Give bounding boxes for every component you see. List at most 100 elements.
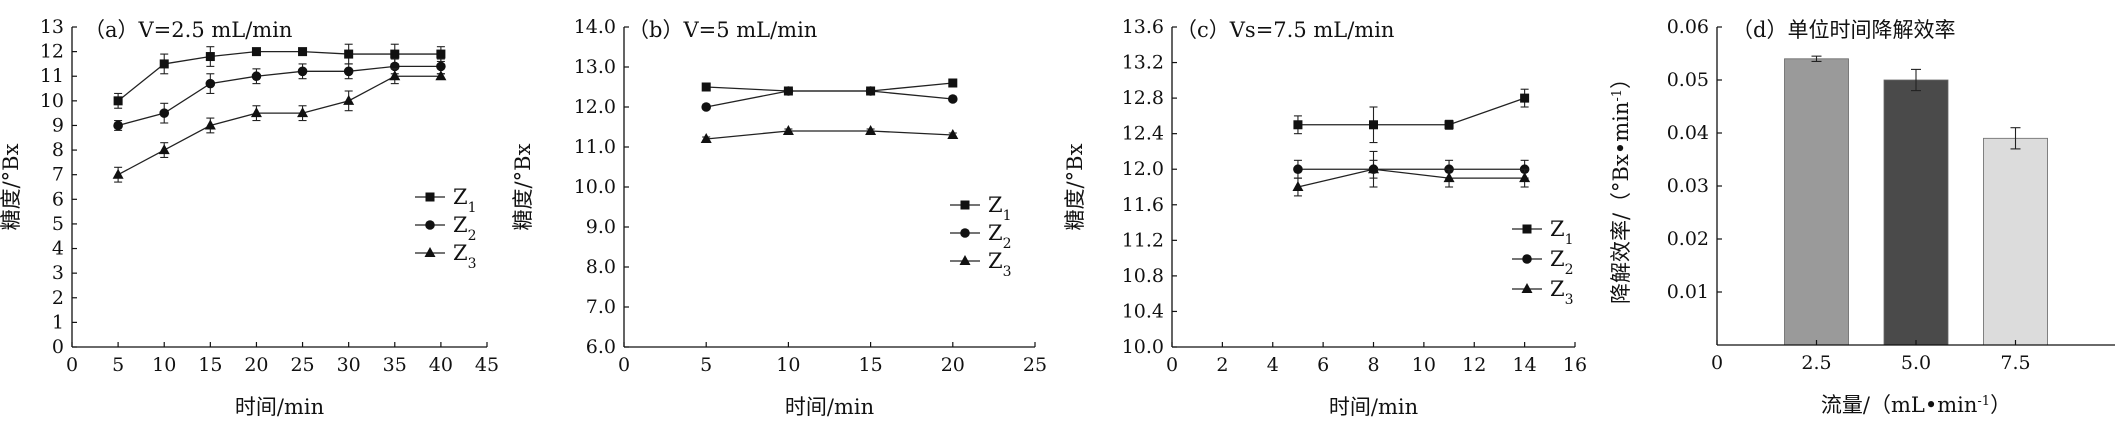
panel-b-y-tick-label: 7.0	[586, 296, 616, 318]
panel-c-series-z3-point	[1443, 172, 1455, 183]
panel-a-y-tick-label: 6	[52, 188, 64, 210]
panel-c-series-z1-point	[1369, 120, 1378, 130]
panel-b-series-z3-point	[865, 125, 877, 135]
panel-c-series-z1-line	[1297, 97, 1525, 126]
panel-a-series-z3-point	[250, 107, 262, 118]
panel-b-series-z2-point	[783, 86, 794, 96]
panel-a-y-tick-label: 0	[52, 336, 64, 358]
panel-c-x-tick-label: 10	[1412, 354, 1436, 376]
panel-c-y-label: 糖度/°Bx	[1063, 143, 1087, 230]
panel-a-series-z3-point	[112, 168, 124, 179]
panel-b-series-z3-point	[700, 133, 712, 143]
panel-d-bar-7.5	[1983, 137, 2048, 346]
panel-a-y-tick-label: 3	[52, 262, 64, 284]
panel-a-series-z1-point	[298, 47, 308, 57]
panel-c-title: （c）Vs=7.5 mL/min	[1176, 18, 1394, 42]
panel-c-legend-label: Z2	[1550, 247, 1574, 278]
panel-c-legend-marker	[1522, 254, 1532, 264]
panel-b-title: （b）V=5 mL/min	[628, 18, 817, 42]
panel-d-y-tick-label: 0.01	[1667, 281, 1709, 303]
panel-c-x-label: 时间/min	[1329, 395, 1418, 419]
panel-a-series-z2-point	[343, 66, 354, 77]
panel-b-series-z1-line	[706, 82, 953, 92]
panel-a-series-z1-line	[117, 50, 441, 102]
panel-c-series-z3-point	[1368, 163, 1379, 174]
panel-a-x-tick-label: 20	[244, 354, 268, 376]
panel-c-legend-label: Z1	[1550, 217, 1574, 248]
panel-a-x-tick-label: 0	[66, 354, 78, 376]
panel-a-x-label: 时间/min	[235, 395, 324, 419]
panel-a-series-z1-point	[159, 59, 169, 69]
panel-a-series-z1-point	[113, 96, 123, 106]
panel-d-y-tick-label: 0.02	[1667, 228, 1709, 250]
panel-c-y-tick-label: 13.2	[1122, 52, 1164, 74]
panel-b-x-tick-label: 0	[618, 354, 630, 376]
panel-b-y-tick-label: 8.0	[586, 256, 616, 278]
panel-a-series-z1-point	[251, 47, 261, 57]
panel-d-bar-5.0	[1883, 79, 1949, 346]
panel-a-series-z2-point	[113, 120, 123, 131]
panel-b-legend-label: Z1	[988, 193, 1012, 224]
panel-b-x-tick-label: 25	[1023, 354, 1047, 376]
panel-a-x-tick-label: 5	[112, 354, 124, 376]
panel-c-y-tick-label: 11.6	[1122, 194, 1164, 216]
panel-b-y-tick-label: 11.0	[574, 136, 616, 158]
panel-c-legend-label: Z3	[1550, 277, 1574, 308]
chart-panel-d: 0.01 0.02 0.03 0.04 0.05 0.06 0 2.5 5.0 7.5 （d）单位时…	[1609, 16, 2115, 417]
panel-a-series-z3-line	[117, 75, 441, 176]
panel-d-y-tick-label: 0.04	[1667, 122, 1709, 144]
panel-b-legend-label: Z3	[988, 249, 1012, 280]
panel-c-series-z2-point	[1293, 164, 1303, 175]
panel-b-legend-marker	[959, 255, 971, 265]
panel-a-y-tick-label: 12	[40, 41, 64, 63]
panel-a-series-z2-point	[159, 108, 170, 118]
panel-a-legend-label: Z2	[453, 213, 477, 244]
panel-b-y-tick-label: 12.0	[574, 96, 616, 118]
panel-b-series-z2-point	[948, 94, 958, 104]
panel-a-series-z2-point	[436, 61, 446, 72]
panel-c-series-z3-point	[1292, 181, 1304, 191]
panel-c-y-tick-label: 10.0	[1122, 336, 1164, 358]
panel-a-series-z2-point	[251, 71, 262, 82]
panel-a-series-z1-point	[436, 49, 446, 59]
panel-a-series-z3-point	[343, 94, 355, 105]
panel-a-x-tick-label: 25	[290, 354, 314, 376]
panel-d-bar-2.5	[1784, 58, 1849, 346]
panel-a-series-z1-point	[390, 49, 400, 59]
panel-c-series-z1-point	[1444, 120, 1454, 130]
panel-a-y-tick-label: 8	[52, 139, 64, 161]
panel-a-series-z2-point	[205, 78, 216, 89]
panel-b-y-tick-label: 13.0	[574, 56, 616, 78]
panel-c-legend-marker	[1522, 224, 1532, 234]
panel-b-series-z3-point	[782, 125, 794, 135]
panel-b-series-z1-point	[948, 78, 958, 88]
panel-c-x-tick-label: 2	[1216, 354, 1228, 376]
panel-a-y-tick-label: 5	[52, 213, 64, 235]
panel-c-x-tick-label: 16	[1563, 354, 1587, 376]
panel-b-x-tick-label: 20	[941, 354, 965, 376]
panel-b-y-tick-label: 9.0	[586, 216, 616, 238]
panel-b-series-z2-point	[865, 86, 876, 96]
panel-a-series-z3-point	[204, 119, 216, 130]
panel-c-legend-marker	[1521, 283, 1533, 293]
panel-b-series-z2-point	[701, 102, 711, 112]
panel-b-x-tick-label: 15	[859, 354, 883, 376]
panel-b-y-tick-label: 10.0	[574, 176, 616, 198]
panel-a-legend-label: Z3	[453, 241, 477, 272]
panel-a-legend-marker	[425, 220, 435, 230]
panel-a-series-z3-point	[158, 144, 170, 155]
panel-d-y-tick-label: 0.05	[1667, 69, 1709, 91]
panel-c-series-z1-point	[1520, 93, 1530, 103]
panel-c-x-tick-label: 4	[1267, 354, 1279, 376]
panel-c-x-tick-label: 14	[1513, 354, 1537, 376]
panel-a-x-tick-label: 15	[198, 354, 222, 376]
panel-a-x-tick-label: 40	[429, 354, 453, 376]
panel-c-series-z3-line	[1297, 168, 1525, 188]
panel-a-series-z2-point	[297, 66, 308, 77]
panel-a-title: （a）V=2.5 mL/min	[84, 18, 292, 42]
panel-a-legend-label: Z1	[453, 185, 477, 216]
panel-a-x-tick-label: 10	[152, 354, 176, 376]
panel-d-x-tick-label: 2.5	[1801, 352, 1831, 374]
panel-a-series-z3-point	[297, 107, 309, 118]
